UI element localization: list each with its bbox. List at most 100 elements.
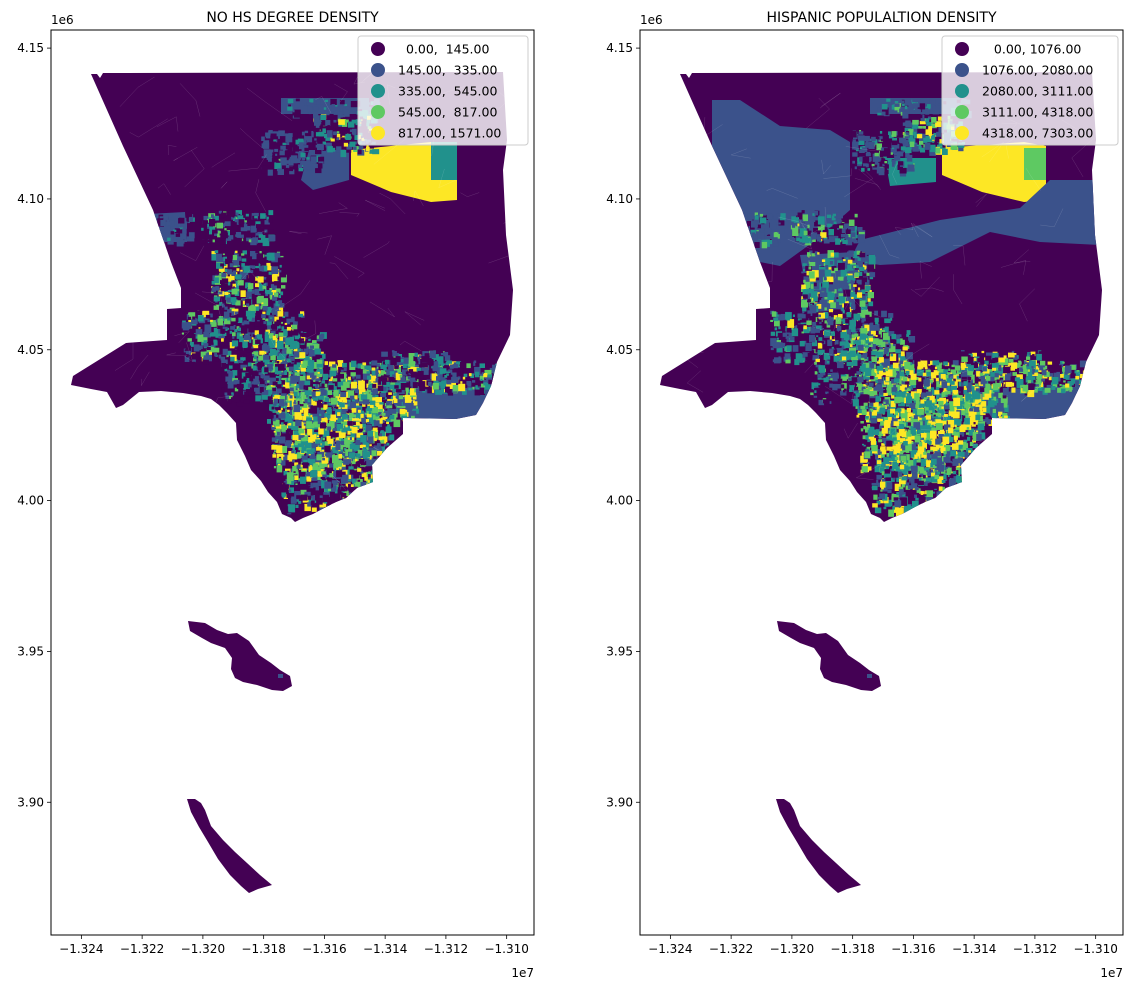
tract-cell <box>367 466 374 471</box>
tract-cell <box>221 363 227 369</box>
tract-cell <box>754 215 759 220</box>
tract-cell <box>280 274 287 283</box>
tract-cell <box>801 277 805 281</box>
tract-cell <box>938 127 944 133</box>
tract-cell <box>857 269 860 272</box>
tract-cell <box>368 384 373 389</box>
tract-cell <box>869 275 874 280</box>
tract-cell <box>392 360 396 363</box>
tract-cell <box>353 114 359 120</box>
tract-cell <box>274 395 282 401</box>
tract-cell <box>300 438 307 445</box>
tract-cell <box>764 220 769 224</box>
tract-cell <box>817 236 822 242</box>
tract-cell <box>445 361 448 365</box>
tract-cell <box>271 331 276 335</box>
tract-cell <box>368 411 372 415</box>
tract-cell <box>489 367 495 374</box>
tract-cell <box>478 386 481 389</box>
tract-cell <box>277 384 282 389</box>
tract-cell <box>316 447 322 451</box>
x-tick-label: −1.314 <box>363 942 407 956</box>
tract-cell <box>301 437 307 442</box>
tract-cell <box>321 401 325 404</box>
tract-cell <box>287 455 293 461</box>
tract-cell <box>244 360 248 365</box>
tract-cell <box>793 210 798 216</box>
tract-cell <box>799 319 804 323</box>
tract-cell <box>236 400 243 407</box>
tract-cell <box>213 315 221 323</box>
tract-cell <box>303 373 306 376</box>
tract-cell <box>260 378 264 383</box>
tract-cell <box>787 319 795 328</box>
tract-cell <box>381 417 386 421</box>
tract-cell <box>246 222 252 227</box>
tract-cell <box>284 382 290 389</box>
tract-cell <box>280 370 285 376</box>
tract-cell <box>386 369 392 376</box>
tract-cell <box>390 430 395 434</box>
tract-cell <box>386 450 390 453</box>
tract-cell <box>375 397 382 403</box>
tract-cell <box>351 387 355 391</box>
tract-cell <box>408 365 414 372</box>
tract-cell <box>274 252 279 257</box>
tract-cell <box>433 354 439 360</box>
tract-cell <box>271 437 278 442</box>
tract-boundary <box>179 83 201 117</box>
tract-cell <box>222 253 225 256</box>
tract-cell <box>383 465 391 471</box>
tract-cell <box>251 289 255 294</box>
tract-cell <box>327 486 333 492</box>
tract-cell <box>337 360 344 367</box>
tract-cell <box>415 406 418 409</box>
tract-cell <box>812 239 816 242</box>
tract-cell <box>383 462 388 467</box>
tract-cell <box>771 237 778 244</box>
tract-cell <box>214 270 220 275</box>
tract-cell <box>288 104 291 107</box>
tract-cell <box>292 459 295 463</box>
tract-cell <box>389 434 395 441</box>
tract-cell <box>801 298 807 306</box>
tract-cell <box>260 307 263 310</box>
tract-cell <box>377 385 384 391</box>
tract-cell <box>278 436 286 444</box>
tract-cell <box>168 231 171 235</box>
tract-cell <box>298 168 304 172</box>
tract-cell <box>339 402 345 408</box>
tract-boundary <box>460 192 480 197</box>
tract-cell <box>881 101 885 105</box>
tract-cell <box>356 496 362 501</box>
tract-cell <box>320 388 324 393</box>
tract-cell <box>246 369 253 375</box>
tract-cell <box>827 229 834 236</box>
tract-cell <box>841 257 844 260</box>
tract-cell <box>300 160 305 166</box>
tract-cell <box>306 102 311 106</box>
tract-cell <box>214 250 219 254</box>
tract-cell <box>315 124 320 128</box>
tract-cell <box>381 390 386 395</box>
tract-cell <box>257 365 265 371</box>
tract-cell <box>488 379 493 385</box>
tract-cell <box>833 309 841 316</box>
tract-cell <box>315 384 319 389</box>
tract-cell <box>466 363 471 369</box>
tract-cell <box>274 334 279 338</box>
tract-cell <box>313 115 320 123</box>
tract-cell <box>837 311 843 315</box>
tract-cell <box>312 140 316 145</box>
tract-cell <box>263 230 269 237</box>
tract-cell <box>321 480 328 489</box>
tract-cell <box>347 376 351 381</box>
tract-cell <box>282 455 285 457</box>
tract-cell <box>357 149 362 155</box>
tract-boundary <box>319 202 348 214</box>
tract-cell <box>220 238 226 245</box>
tract-cell <box>254 304 259 308</box>
tract-cell <box>293 351 300 358</box>
tract-cell <box>366 424 372 431</box>
tract-cell <box>298 429 305 434</box>
